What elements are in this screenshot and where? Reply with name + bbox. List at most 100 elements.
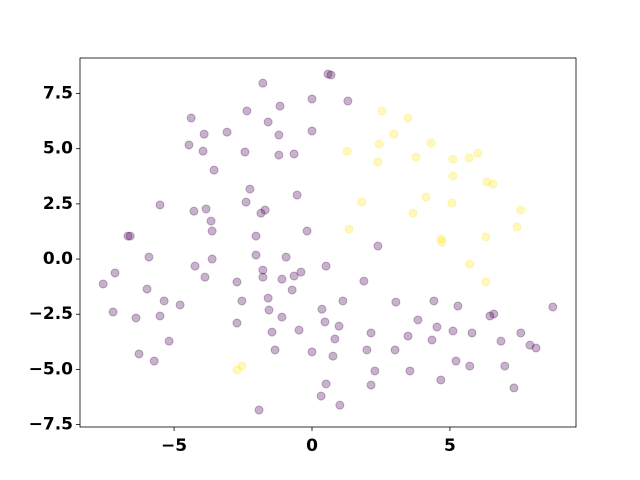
- point: [222, 127, 232, 137]
- point: [320, 317, 330, 327]
- point: [264, 305, 274, 315]
- point: [241, 197, 251, 207]
- point: [260, 205, 270, 215]
- point: [429, 296, 439, 306]
- point: [251, 231, 261, 241]
- point: [123, 231, 133, 241]
- point: [481, 277, 491, 287]
- point: [426, 138, 436, 148]
- point: [237, 296, 247, 306]
- x-tick-label: 0: [306, 436, 318, 456]
- point: [277, 274, 287, 284]
- point: [496, 336, 506, 346]
- point: [237, 361, 247, 371]
- point: [334, 321, 344, 331]
- point: [335, 400, 345, 410]
- point: [281, 252, 291, 262]
- point: [436, 375, 446, 385]
- point: [207, 226, 217, 236]
- point: [344, 224, 354, 234]
- point: [531, 343, 541, 353]
- point: [485, 311, 495, 321]
- plot-frame: [79, 57, 577, 428]
- point: [164, 336, 174, 346]
- point: [263, 293, 273, 303]
- point: [437, 237, 447, 247]
- point: [447, 198, 457, 208]
- point: [366, 380, 376, 390]
- point: [302, 226, 312, 236]
- point: [359, 276, 369, 286]
- point: [294, 325, 304, 335]
- point: [134, 349, 144, 359]
- point: [316, 391, 326, 401]
- point: [512, 222, 522, 232]
- point: [190, 261, 200, 271]
- point: [403, 331, 413, 341]
- point: [274, 150, 284, 160]
- point: [373, 157, 383, 167]
- point: [232, 318, 242, 328]
- point: [317, 304, 327, 314]
- point: [465, 259, 475, 269]
- point: [209, 165, 219, 175]
- point: [330, 334, 340, 344]
- point: [159, 296, 169, 306]
- point: [108, 307, 118, 317]
- point: [389, 129, 399, 139]
- point: [155, 311, 165, 321]
- point: [453, 301, 463, 311]
- point: [254, 405, 264, 415]
- y-tick-label: 5.0: [43, 139, 73, 159]
- point: [338, 296, 348, 306]
- point: [366, 328, 376, 338]
- x-tick-label: −5: [161, 436, 187, 456]
- point: [200, 272, 210, 282]
- point: [413, 315, 423, 325]
- point: [142, 284, 152, 294]
- point: [343, 96, 353, 106]
- point: [408, 208, 418, 218]
- point: [289, 149, 299, 159]
- point: [232, 365, 242, 375]
- point: [287, 285, 297, 295]
- point: [370, 366, 380, 376]
- point: [110, 268, 120, 278]
- point: [245, 184, 255, 194]
- point: [277, 312, 287, 322]
- point: [258, 78, 268, 88]
- point: [500, 361, 510, 371]
- point: [509, 383, 519, 393]
- point: [275, 101, 285, 111]
- point: [307, 126, 317, 136]
- point: [144, 252, 154, 262]
- y-tick-label: −5.0: [29, 359, 74, 379]
- point: [292, 190, 302, 200]
- point: [357, 197, 367, 207]
- point: [482, 177, 492, 187]
- point: [321, 379, 331, 389]
- point: [448, 171, 458, 181]
- y-tick-label: 2.5: [43, 194, 73, 214]
- point: [516, 328, 526, 338]
- point: [467, 328, 477, 338]
- point: [405, 366, 415, 376]
- point: [516, 205, 526, 215]
- point: [421, 192, 431, 202]
- point: [251, 250, 261, 260]
- point: [207, 254, 217, 264]
- point: [525, 340, 535, 350]
- point: [488, 179, 498, 189]
- point: [321, 261, 331, 271]
- point: [326, 70, 336, 80]
- y-tick-label: −2.5: [29, 304, 73, 324]
- point: [149, 356, 159, 366]
- point: [125, 231, 135, 241]
- point: [323, 69, 333, 79]
- point: [242, 106, 252, 116]
- point: [464, 153, 474, 163]
- point: [481, 232, 491, 242]
- point: [328, 351, 338, 361]
